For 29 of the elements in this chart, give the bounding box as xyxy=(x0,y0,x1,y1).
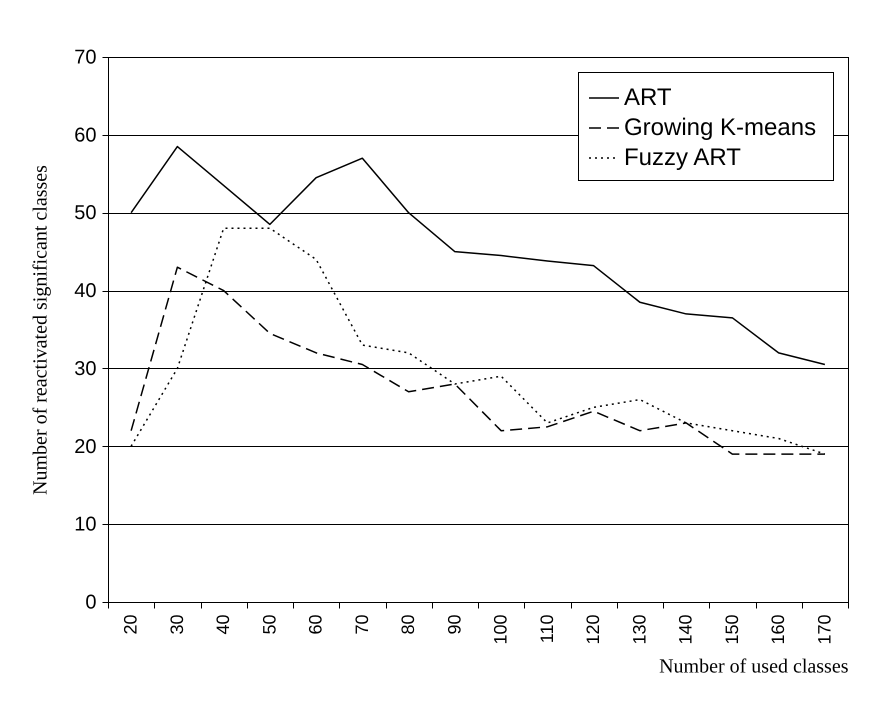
legend-label: Growing K-means xyxy=(624,114,816,141)
x-tick-label: 40 xyxy=(213,614,234,635)
y-tick-label: 60 xyxy=(74,124,96,146)
y-axis-title: Number of reactivated significant classes xyxy=(29,164,52,495)
y-tick-label: 20 xyxy=(74,436,96,458)
x-tick-label: 120 xyxy=(583,614,604,645)
x-tick-label: 110 xyxy=(536,614,557,644)
x-tick-label: 80 xyxy=(398,614,418,635)
x-tick-label: 90 xyxy=(444,614,464,635)
y-tick-label: 10 xyxy=(74,514,96,536)
x-tick-label: 100 xyxy=(490,614,511,645)
y-tick-label: 70 xyxy=(74,46,96,68)
y-tick-label: 0 xyxy=(85,592,96,614)
legend-label: Fuzzy ART xyxy=(624,144,742,171)
x-tick-label: 60 xyxy=(306,614,326,635)
legend-label: ART xyxy=(624,84,672,111)
x-tick-label: 50 xyxy=(259,614,280,635)
x-tick-label: 70 xyxy=(352,614,372,635)
x-tick-label: 150 xyxy=(722,614,742,645)
x-tick-label: 130 xyxy=(629,614,650,645)
x-tick-label: 160 xyxy=(768,614,788,645)
y-tick-label: 40 xyxy=(74,280,96,302)
x-axis-title: Number of used classes xyxy=(659,656,849,678)
x-tick-label: 170 xyxy=(814,614,834,645)
x-tick-label: 30 xyxy=(166,614,187,635)
x-tick-label: 140 xyxy=(676,614,696,645)
y-tick-label: 50 xyxy=(74,202,96,224)
x-tick-label: 20 xyxy=(120,614,141,635)
y-tick-label: 30 xyxy=(74,358,96,380)
